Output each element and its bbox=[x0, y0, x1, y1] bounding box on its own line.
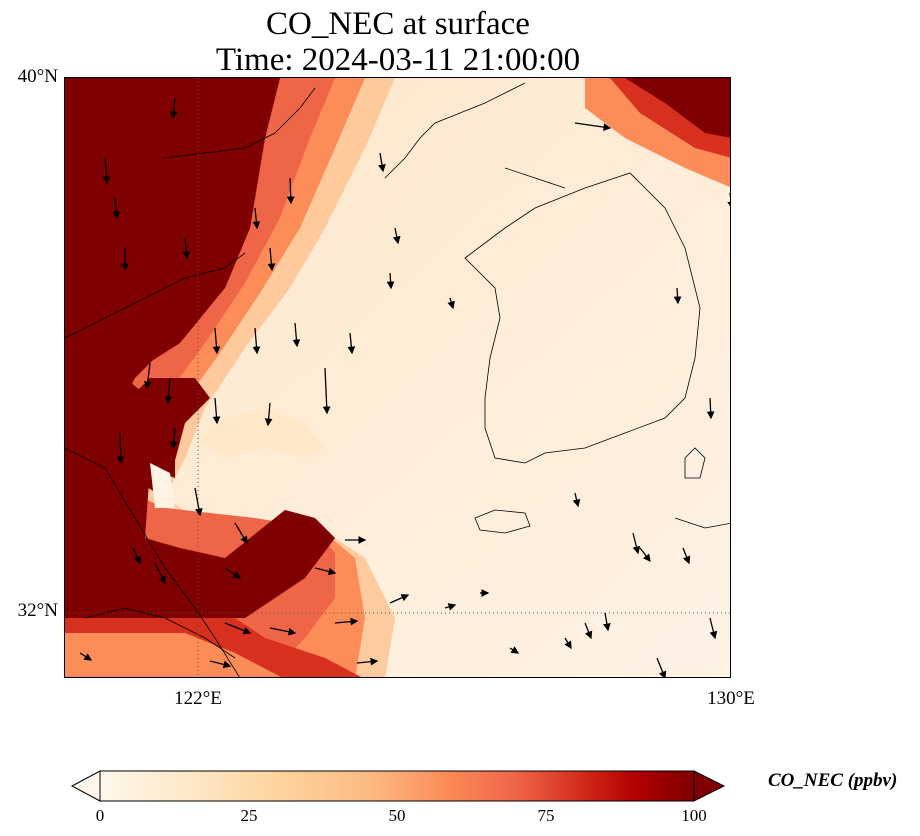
map-svg bbox=[65, 78, 730, 677]
lat-label-32: 32°N bbox=[17, 600, 58, 621]
colorbar-label: CO_NEC (ppbv) bbox=[768, 770, 898, 791]
korea-coast bbox=[464, 172, 701, 464]
colorbar-extend-low bbox=[70, 770, 101, 802]
map-title: CO_NEC at surface bbox=[266, 6, 530, 42]
kyushu-coast bbox=[674, 517, 730, 529]
coastlines bbox=[65, 82, 730, 677]
yangtze-estuary bbox=[84, 607, 236, 659]
concentration-field bbox=[65, 78, 730, 677]
bohai-coast bbox=[164, 87, 316, 159]
colorbar-extend-high bbox=[693, 770, 726, 802]
map-panel bbox=[64, 77, 731, 678]
graticule bbox=[65, 78, 730, 677]
shandong-coast bbox=[65, 252, 246, 339]
map-time: Time: 2024-03-11 21:00:00 bbox=[215, 42, 581, 78]
lon-label-130: 130°E bbox=[707, 688, 755, 709]
tsushima-island bbox=[684, 447, 706, 479]
wind-vectors bbox=[79, 97, 730, 677]
yalu-river bbox=[504, 167, 566, 189]
lon-label-122: 122°E bbox=[174, 688, 222, 709]
liaodong-coast bbox=[384, 82, 526, 179]
colorbar-tick-0: 0 bbox=[95, 806, 105, 825]
jeju-island bbox=[474, 509, 531, 534]
colorbar-tick-75: 75 bbox=[537, 806, 555, 825]
colorbar bbox=[70, 770, 726, 802]
colorbar-tick-50: 50 bbox=[388, 806, 406, 825]
china-east-coast bbox=[65, 447, 240, 677]
colorbar-tick-25: 25 bbox=[240, 806, 258, 825]
colorbar-tick-100: 100 bbox=[681, 806, 707, 825]
lat-label-40: 40°N bbox=[17, 66, 58, 87]
colorbar-gradient bbox=[100, 771, 694, 801]
